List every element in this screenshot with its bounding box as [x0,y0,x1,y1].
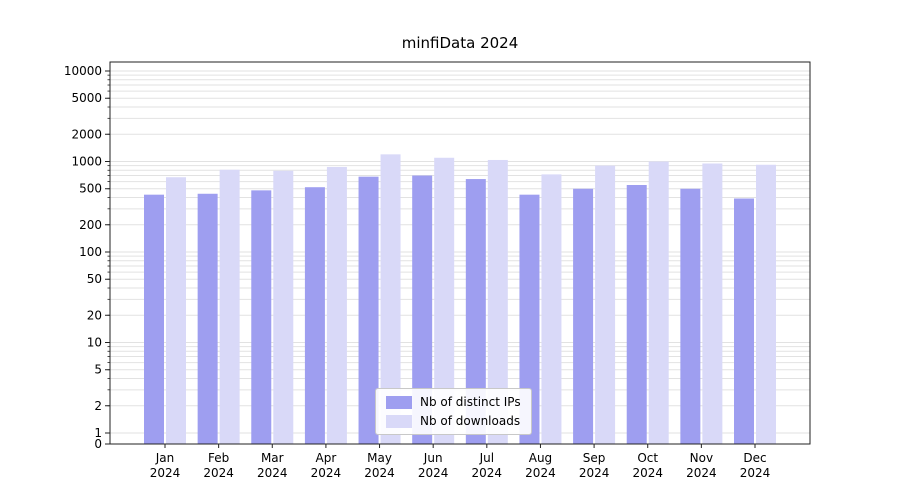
y-tick-label: 20 [87,308,102,322]
y-tick-label: 1000 [71,155,102,169]
bar-downloads [595,165,616,444]
bar-distinct-ips [251,190,272,444]
x-tick-label-year: 2024 [579,466,610,480]
bar-distinct-ips [626,184,647,444]
y-tick-label: 2000 [71,127,102,141]
bar-distinct-ips [358,176,379,444]
x-tick-label-month: Jan [155,451,175,465]
x-tick-label-year: 2024 [740,466,771,480]
x-tick-label-month: Sep [583,451,606,465]
x-tick-label-year: 2024 [418,466,449,480]
bar-downloads [166,177,186,444]
bar-distinct-ips [304,187,325,444]
bar-distinct-ips [573,188,594,444]
y-tick-label: 10000 [64,64,102,78]
bar-downloads [541,174,562,444]
legend-item-distinct-ips: Nb of distinct IPs [386,395,521,409]
x-tick-label-year: 2024 [686,466,717,480]
legend-label-distinct-ips: Nb of distinct IPs [420,395,521,409]
y-tick-label: 10 [87,336,102,350]
x-tick-label-month: Jul [479,451,494,465]
chart-title: minfiData 2024 [401,34,519,52]
x-tick-label-year: 2024 [472,466,503,480]
x-tick-label-year: 2024 [632,466,663,480]
bar-downloads [648,161,669,444]
x-tick-label-year: 2024 [364,466,395,480]
legend-swatch-ips-icon [386,395,412,409]
x-tick-label-month: Nov [690,451,713,465]
x-tick-label-year: 2024 [257,466,288,480]
y-tick-label: 500 [79,182,102,196]
y-tick-label: 0 [94,437,102,451]
x-tick-label-month: May [367,451,392,465]
y-tick-label: 1 [94,426,102,440]
bar-distinct-ips [465,179,486,444]
y-tick-label: 100 [79,245,102,259]
x-tick-label-month: Jun [423,451,443,465]
x-tick-label-year: 2024 [311,466,342,480]
bar-downloads [434,157,455,444]
bar-downloads [326,166,347,444]
x-tick-label-month: Dec [743,451,766,465]
x-tick-label-month: Aug [529,451,552,465]
y-tick-label: 200 [79,218,102,232]
x-tick-label-year: 2024 [525,466,556,480]
legend-item-downloads: Nb of downloads [386,414,521,428]
x-tick-label-month: Mar [261,451,284,465]
y-tick-label: 5000 [71,91,102,105]
bar-distinct-ips [734,198,754,444]
bar-downloads [273,170,294,444]
bar-downloads [380,154,401,444]
y-tick-label: 2 [94,399,102,413]
bar-downloads [219,169,240,444]
legend-swatch-downloads-icon [386,414,412,428]
x-tick-label-month: Feb [208,451,229,465]
x-tick-label-month: Apr [316,451,337,465]
bar-downloads [756,164,776,444]
legend: Nb of distinct IPs Nb of downloads [375,388,532,435]
bar-distinct-ips [519,194,540,444]
x-tick-label-year: 2024 [150,466,181,480]
bar-downloads [702,163,723,445]
bar-distinct-ips [412,175,433,445]
axes-frame [109,61,811,445]
y-tick-label: 50 [87,272,102,286]
x-tick-label-month: Oct [637,451,658,465]
legend-label-downloads: Nb of downloads [420,414,521,428]
y-tick-label: 5 [94,363,102,377]
bar-distinct-ips [197,193,218,444]
x-tick-label-year: 2024 [203,466,234,480]
bar-distinct-ips [680,188,701,444]
bar-downloads [487,159,508,444]
bar-distinct-ips [144,194,164,444]
